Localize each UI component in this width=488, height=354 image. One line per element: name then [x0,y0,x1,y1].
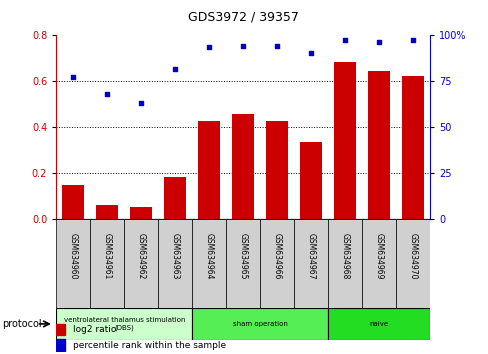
Bar [367,71,389,219]
Bar [294,219,327,308]
Bar [192,219,226,308]
Point [137,100,145,105]
Text: log2 ratio: log2 ratio [73,325,116,334]
Bar [90,219,124,308]
Text: GSM634967: GSM634967 [306,233,315,279]
Bar [402,76,424,219]
Bar [192,308,327,340]
Point [408,37,416,43]
Bar [265,120,288,219]
Bar [96,205,118,219]
Bar [300,142,322,219]
Point [341,37,348,43]
Point [171,67,179,72]
Bar [164,177,186,219]
Bar [232,114,254,219]
Bar [124,219,158,308]
Text: GSM634970: GSM634970 [408,233,417,279]
Bar [327,219,362,308]
Bar [130,207,152,219]
Bar [56,219,90,308]
Text: ventrolateral thalamus stimulation
(DBS): ventrolateral thalamus stimulation (DBS) [63,317,184,331]
Bar [395,219,429,308]
Text: naive: naive [369,321,388,327]
Point [69,74,77,80]
Bar [362,219,395,308]
Point [103,91,111,97]
Bar [56,339,65,350]
Bar [158,219,192,308]
Bar [198,120,220,219]
Text: GSM634965: GSM634965 [238,233,247,279]
Point [375,39,383,45]
Bar [56,324,65,335]
Text: GSM634961: GSM634961 [102,233,112,279]
Text: GSM634969: GSM634969 [374,233,383,279]
Bar [56,308,192,340]
Bar [327,308,429,340]
Text: GSM634963: GSM634963 [170,233,180,279]
Text: GSM634962: GSM634962 [137,233,145,279]
Text: sham operation: sham operation [232,321,287,327]
Point [273,44,281,49]
Bar [62,185,84,219]
Text: percentile rank within the sample: percentile rank within the sample [73,341,225,350]
Text: GSM634964: GSM634964 [204,233,213,279]
Text: GSM634960: GSM634960 [69,233,78,279]
Bar [334,62,356,219]
Bar [260,219,294,308]
Bar [226,219,260,308]
Text: GDS3972 / 39357: GDS3972 / 39357 [187,11,298,24]
Text: protocol: protocol [2,319,42,329]
Point [307,50,315,56]
Text: GSM634968: GSM634968 [340,233,349,279]
Point [239,43,246,48]
Text: GSM634966: GSM634966 [272,233,281,279]
Point [205,45,213,50]
